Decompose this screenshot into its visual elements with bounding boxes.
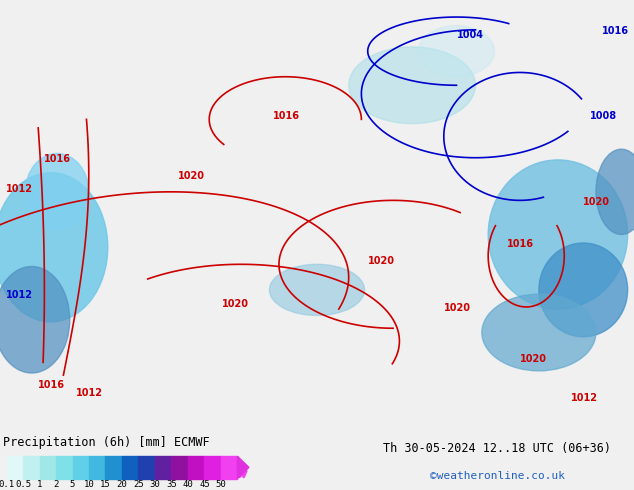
Ellipse shape — [539, 243, 628, 337]
Text: 0.5: 0.5 — [15, 480, 31, 489]
Text: 45: 45 — [199, 480, 210, 489]
Text: 1020: 1020 — [178, 171, 205, 181]
Ellipse shape — [269, 264, 365, 316]
Text: 1012: 1012 — [571, 392, 598, 403]
Bar — [188, 456, 204, 479]
Text: 1012: 1012 — [76, 389, 103, 398]
Ellipse shape — [596, 149, 634, 234]
Text: 1: 1 — [37, 480, 42, 489]
Text: 1008: 1008 — [590, 111, 617, 122]
Text: Precipitation (6h) [mm] ECMWF: Precipitation (6h) [mm] ECMWF — [3, 436, 210, 449]
Bar — [72, 456, 89, 479]
Text: 2: 2 — [53, 480, 59, 489]
Bar — [23, 456, 39, 479]
Ellipse shape — [0, 267, 70, 373]
Text: 5: 5 — [70, 480, 75, 489]
Bar — [204, 456, 221, 479]
Text: 1016: 1016 — [273, 111, 300, 122]
Bar — [171, 456, 188, 479]
Text: Th 30-05-2024 12..18 UTC (06+36): Th 30-05-2024 12..18 UTC (06+36) — [383, 442, 611, 455]
Text: 1012: 1012 — [6, 291, 34, 300]
Text: 1020: 1020 — [520, 354, 547, 365]
Bar — [138, 456, 155, 479]
Bar — [122, 456, 138, 479]
Bar — [155, 456, 171, 479]
Text: 0.1: 0.1 — [0, 480, 15, 489]
Text: 1020: 1020 — [583, 196, 611, 207]
Text: 10: 10 — [84, 480, 94, 489]
Text: 40: 40 — [183, 480, 193, 489]
Text: 30: 30 — [150, 480, 160, 489]
Bar — [105, 456, 122, 479]
Text: 1012: 1012 — [6, 184, 34, 194]
Text: 25: 25 — [133, 480, 144, 489]
Ellipse shape — [488, 160, 628, 309]
Text: 20: 20 — [117, 480, 127, 489]
Bar — [6, 456, 23, 479]
Text: 1016: 1016 — [602, 26, 630, 36]
Text: 15: 15 — [100, 480, 111, 489]
Text: 35: 35 — [166, 480, 177, 489]
Bar — [56, 456, 72, 479]
Text: 1020: 1020 — [444, 303, 471, 313]
Polygon shape — [237, 456, 249, 479]
Bar — [89, 456, 105, 479]
Ellipse shape — [349, 47, 476, 123]
Text: 1016: 1016 — [507, 239, 534, 249]
Text: 1004: 1004 — [456, 30, 484, 40]
Bar — [39, 456, 56, 479]
Ellipse shape — [418, 25, 495, 77]
Ellipse shape — [25, 153, 89, 230]
Ellipse shape — [0, 172, 108, 322]
Text: 50: 50 — [216, 480, 226, 489]
Text: 1016: 1016 — [38, 380, 65, 390]
Text: 1020: 1020 — [368, 256, 395, 266]
Text: ©weatheronline.co.uk: ©weatheronline.co.uk — [430, 471, 564, 481]
Text: 1016: 1016 — [44, 154, 72, 164]
Ellipse shape — [482, 294, 596, 371]
Text: 1020: 1020 — [222, 299, 249, 309]
Bar — [221, 456, 237, 479]
